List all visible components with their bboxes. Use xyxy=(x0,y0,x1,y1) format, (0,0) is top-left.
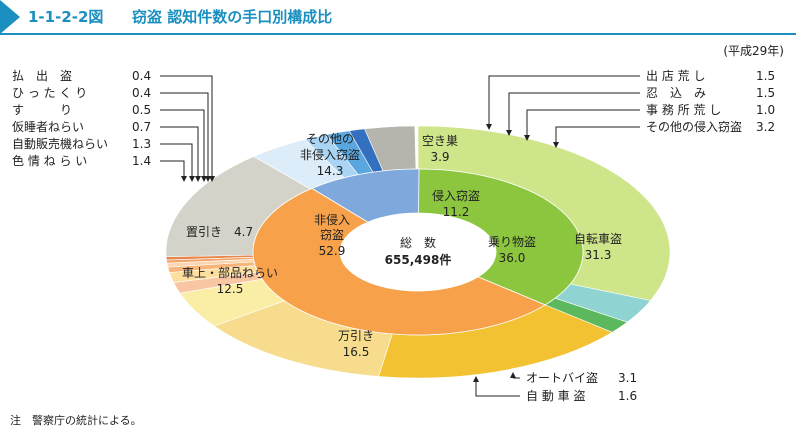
outer-value-自転車盗: 31.3 xyxy=(585,248,612,262)
bottom-value-オートバイ盗: 3.1 xyxy=(618,371,637,385)
outer-label-置引き: 置引き 4.7 xyxy=(186,225,253,239)
right-value-事務所荒し: 1.0 xyxy=(756,103,775,117)
leader-line-自動車盗 xyxy=(475,382,520,397)
center-total-title: 総 数 xyxy=(400,235,436,250)
right-value-忍込み: 1.5 xyxy=(756,86,775,100)
leader-line-色情ねらい xyxy=(160,160,185,176)
bottom-label-自動車盗: 自 動 車 盗 xyxy=(526,388,585,403)
left-value-自動販売機ねらい: 1.3 xyxy=(132,137,151,151)
right-label-事務所荒し: 事 務 所 荒 し xyxy=(646,103,721,117)
inner-label-乗り物盗: 乗り物盗 xyxy=(488,234,536,249)
leader-line-事務所荒し xyxy=(526,109,640,137)
leader-arrow-事務所荒し xyxy=(524,135,530,141)
leader-arrow-自動車盗 xyxy=(473,376,479,382)
left-value-すり: 0.5 xyxy=(132,103,151,117)
leader-line-払出盗 xyxy=(160,75,213,176)
left-value-払出盗: 0.4 xyxy=(132,69,151,83)
leader-arrow-仮睡者ねらい xyxy=(195,176,201,182)
left-value-仮睡者ねらい: 0.7 xyxy=(132,120,151,134)
right-label-出店荒し: 出 店 荒 し xyxy=(646,69,705,83)
outer-label-空き巣: 空き巣 xyxy=(422,134,458,148)
outer-value-車上部品ねらい: 12.5 xyxy=(217,282,244,296)
leader-arrow-忍込み xyxy=(506,130,512,136)
leader-arrow-その他の侵入窃盗 xyxy=(553,142,559,148)
leader-arrow-色情ねらい xyxy=(181,176,187,182)
outer-label-その他の非侵入窃盗-2: 非侵入窃盗 xyxy=(300,147,360,162)
outer-value-その他の非侵入窃盗: 14.3 xyxy=(317,164,344,178)
leader-arrow-ひったくり xyxy=(205,176,211,182)
leader-arrow-払出盗 xyxy=(209,176,215,182)
leader-line-その他の侵入窃盗 xyxy=(555,126,640,144)
figure-header: 1-1-2-2図 窃盗 認知件数の手口別構成比 xyxy=(0,0,796,35)
leader-line-忍込み xyxy=(508,92,640,132)
left-label-仮睡者ねらい: 仮睡者ねらい xyxy=(12,120,84,134)
leader-line-出店荒し xyxy=(488,75,640,126)
left-value-色情ねらい: 1.4 xyxy=(132,154,151,168)
year-label: (平成29年) xyxy=(723,44,784,58)
leader-line-自動販売機ねらい xyxy=(160,143,193,176)
source-note: 注 警察庁の統計による。 xyxy=(10,414,142,427)
right-value-出店荒し: 1.5 xyxy=(756,69,775,83)
bottom-value-自動車盗: 1.6 xyxy=(618,389,637,403)
outer-value-空き巣: 3.9 xyxy=(430,150,449,164)
leader-line-ひったくり xyxy=(160,92,209,176)
outer-value-万引き: 16.5 xyxy=(343,345,370,359)
figure-title: 窃盗 認知件数の手口別構成比 xyxy=(132,8,333,26)
right-value-その他の侵入窃盗: 3.2 xyxy=(756,120,775,134)
leader-arrow-すり xyxy=(201,176,207,182)
outer-label-その他の非侵入窃盗: その他の xyxy=(306,132,354,146)
header-divider xyxy=(0,33,796,35)
outer-label-万引き: 万引き xyxy=(338,329,374,343)
donut-hole xyxy=(340,213,496,291)
inner-value-非侵入窃盗: 52.9 xyxy=(319,244,346,258)
inner-value-侵入窃盗: 11.2 xyxy=(443,205,470,219)
inner-label-非侵入窃盗-2: 窃盗 xyxy=(320,227,344,242)
inner-label-侵入窃盗: 侵入窃盗 xyxy=(432,188,480,203)
figure-id: 1-1-2-2図 xyxy=(28,8,104,26)
left-label-すり: す り xyxy=(12,103,72,117)
leader-arrow-自動販売機ねらい xyxy=(189,176,195,182)
right-label-その他の侵入窃盗: その他の侵入窃盗 xyxy=(646,119,742,134)
leader-line-すり xyxy=(160,109,205,176)
right-label-忍込み: 忍 込 み xyxy=(646,86,706,100)
leader-arrow-オートバイ盗 xyxy=(510,372,516,378)
inner-label-非侵入窃盗: 非侵入 xyxy=(314,212,350,227)
leader-line-仮睡者ねらい xyxy=(160,126,199,176)
center-total-value: 655,498件 xyxy=(385,252,452,267)
bottom-label-オートバイ盗: オートバイ盗 xyxy=(526,370,598,385)
header-arrow-icon xyxy=(0,0,20,34)
left-label-自動販売機ねらい: 自動販売機ねらい xyxy=(12,136,108,151)
left-label-ひったくり: ひ っ た く り xyxy=(12,86,87,100)
inner-value-乗り物盗: 36.0 xyxy=(499,251,526,265)
left-label-払出盗: 払 出 盗 xyxy=(12,68,72,83)
left-label-色情ねらい: 色 情 ね ら い xyxy=(12,154,87,168)
left-value-ひったくり: 0.4 xyxy=(132,86,151,100)
outer-label-車上部品ねらい: 車上・部品ねらい xyxy=(182,265,278,280)
leader-arrow-出店荒し xyxy=(486,124,492,130)
outer-label-自転車盗: 自転車盗 xyxy=(574,231,622,246)
